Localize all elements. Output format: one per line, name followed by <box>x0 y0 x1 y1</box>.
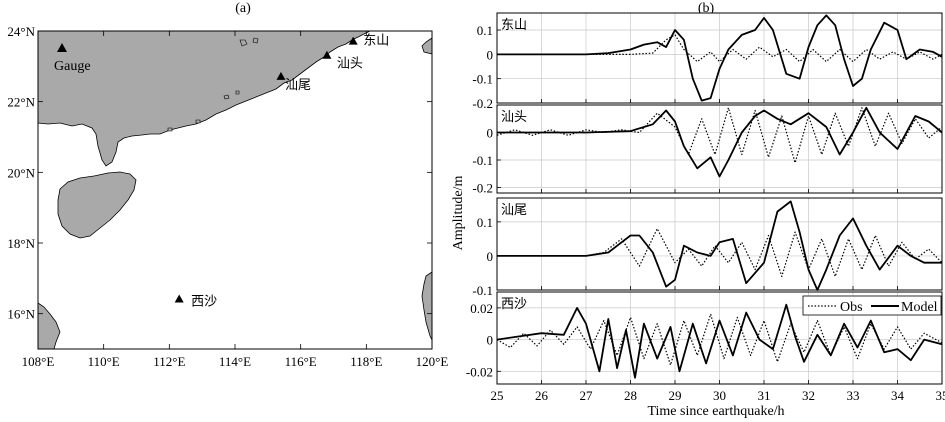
subplot-frame <box>496 197 943 291</box>
x-tick-label: 25 <box>491 388 504 403</box>
y-tick-label: -0.1 <box>472 153 493 168</box>
subplot: 0.1 0 -0.1 汕尾 <box>472 197 943 298</box>
model-series-line <box>497 200 942 291</box>
subplot-frame <box>496 291 943 385</box>
x-tick-label: 32 <box>802 388 815 403</box>
map-y-tick-label: 16°N <box>7 307 35 322</box>
model-series-line <box>497 14 943 102</box>
station-label: 汕头 <box>337 57 363 72</box>
y-tick-label: -0.2 <box>472 96 493 111</box>
y-tick-label: -0.02 <box>466 364 493 379</box>
gauge-marker-icon <box>174 294 184 303</box>
x-tick-label: 30 <box>713 388 726 403</box>
subplot-title: 汕头 <box>501 110 527 125</box>
y-axis-label: Amplitude/m <box>451 176 466 251</box>
y-tick-label: 0 <box>487 47 494 62</box>
model-legend-label: Model <box>901 300 938 315</box>
gauge-marker-icon <box>322 50 332 59</box>
y-tick-label: -0.1 <box>472 72 493 87</box>
station-label: 西沙 <box>191 295 217 310</box>
map-x-tick-label: 118°E <box>350 354 382 369</box>
obs-series-line <box>497 34 943 63</box>
y-tick-label: 0 <box>487 126 494 141</box>
map-y-tick-label: 24°N <box>7 24 35 39</box>
map-x-tick-label: 116°E <box>285 354 317 369</box>
y-tick-label: 0.02 <box>470 301 493 316</box>
x-tick-label: 27 <box>580 388 594 403</box>
map-panel: (a) 108°E 110°E 112°E 114°E 116°E 118°E 120°E 2… <box>7 1 448 369</box>
model-series-line <box>496 303 943 379</box>
map-axes: 108°E 110°E 112°E 114°E 116°E 118°E 120°E 24°N 2… <box>7 24 448 369</box>
panel-a-label: (a) <box>235 1 251 16</box>
map-legend-label: Gauge <box>54 59 91 74</box>
obs-series-line <box>496 107 943 164</box>
panel-b-label: (b) <box>698 1 715 16</box>
map-x-tick-label: 110°E <box>88 354 120 369</box>
x-tick-label: 34 <box>891 388 905 403</box>
y-tick-label: 0.1 <box>477 23 493 38</box>
map-x-tick-label: 120°E <box>416 354 449 369</box>
map-y-tick-label: 22°N <box>7 95 35 110</box>
luzon-landmass <box>421 271 433 341</box>
map-x-tick-label: 112°E <box>153 354 185 369</box>
subplot: 0 -0.1 -0.2 汕头 <box>472 104 943 196</box>
station-label: 东山 <box>363 34 389 49</box>
y-tick-label: 0 <box>487 249 494 264</box>
x-tick-label: 28 <box>624 388 637 403</box>
x-tick-label: 31 <box>758 388 771 403</box>
station-label: 汕尾 <box>285 78 311 93</box>
subplot-title: 东山 <box>501 18 527 33</box>
hainan-island <box>57 171 137 239</box>
map-x-tick-label: 114°E <box>219 354 251 369</box>
coast-islands <box>167 37 259 132</box>
x-tick-label: 29 <box>669 388 682 403</box>
obs-series-line <box>496 313 943 366</box>
x-axis-label: Time since earthquake/h <box>647 404 784 419</box>
gauge-marker-icon <box>348 36 358 45</box>
y-tick-label: 0 <box>487 333 494 348</box>
x-tick-label: 33 <box>847 388 860 403</box>
subplot-frame <box>496 104 943 194</box>
x-tick-label: 26 <box>535 388 549 403</box>
map-legend: Gauge <box>54 43 91 74</box>
map-x-tick-label: 108°E <box>22 354 55 369</box>
subplot: 0.1 0 -0.1 -0.2 东山 <box>472 12 943 111</box>
series-legend: Obs Model <box>802 295 942 316</box>
obs-series-line <box>497 228 943 277</box>
subplot-frame <box>496 12 943 104</box>
gauge-marker-icon <box>276 71 286 80</box>
x-tick-label: 35 <box>936 388 945 403</box>
obs-legend-label: Obs <box>840 300 863 315</box>
y-tick-label: -0.1 <box>472 283 493 298</box>
model-series-line <box>497 106 943 178</box>
y-tick-label: 0.1 <box>477 215 493 230</box>
subplot-title: 汕尾 <box>501 203 527 218</box>
subplot-title: 西沙 <box>501 297 527 312</box>
waveform-panel: (b) Amplitude/m Time since earthquake/h … <box>451 1 945 419</box>
map-y-tick-label: 18°N <box>7 236 35 251</box>
map-y-tick-label: 20°N <box>7 165 35 180</box>
gauge-marker-icon <box>57 43 67 52</box>
y-tick-label: -0.2 <box>472 181 493 196</box>
